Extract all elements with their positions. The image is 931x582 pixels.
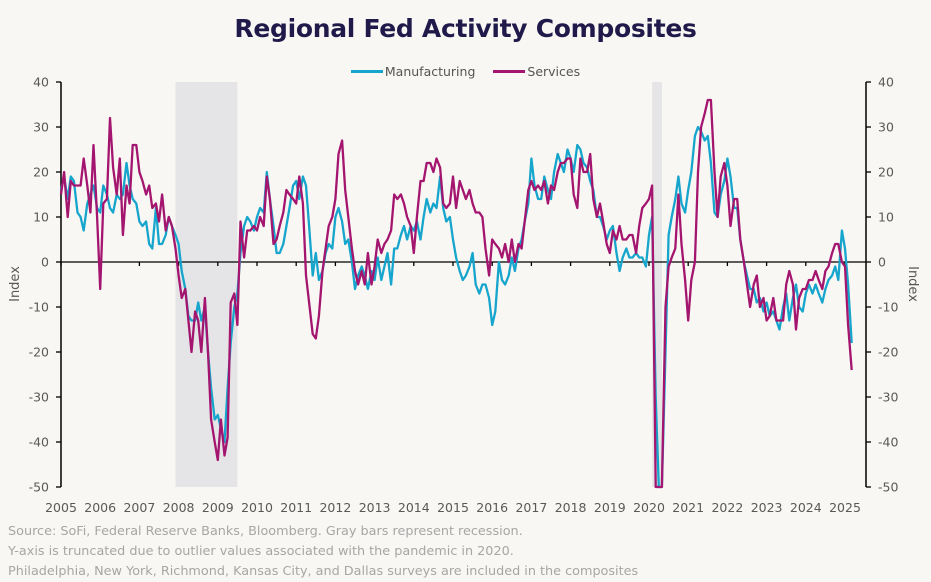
y-tick-label-right: 30 [878,120,894,135]
legend-label-services: Services [527,64,581,79]
legend: Manufacturing Services [0,64,931,79]
y-tick-label-right: 10 [878,210,894,225]
y-tick-label-left: 0 [41,255,49,270]
y-tick-label-right: -10 [878,300,898,315]
y-tick-label-left: -10 [29,300,49,315]
y-tick-label-left: -20 [29,345,49,360]
x-tick-label: 2011 [280,500,312,515]
footnote-source: Source: SoFi, Federal Reserve Banks, Blo… [8,524,523,539]
y-tick-label-right: 40 [878,75,894,90]
footnote-surveys: Philadelphia, New York, Richmond, Kansas… [8,564,639,579]
footnote-truncation: Y-axis is truncated due to outlier value… [8,544,514,559]
x-tick-label: 2015 [437,500,469,515]
y-tick-label-right: -20 [878,345,898,360]
y-axis-title-right: Index [905,266,920,302]
y-tick-label-left: 30 [33,120,49,135]
y-tick-label-left: -30 [29,390,49,405]
x-tick-label: 2016 [476,500,508,515]
y-axis-title-left: Index [8,266,23,302]
series-lines [59,98,853,489]
recession-bars [175,82,662,487]
x-tick-label: 2007 [123,500,155,515]
y-tick-label-right: -30 [878,390,898,405]
y-tick-label-left: -50 [29,480,49,495]
y-tick-label-right: -50 [878,480,898,495]
x-tick-label: 2014 [398,500,430,515]
legend-label-manufacturing: Manufacturing [384,64,476,79]
y-tick-label-left: 10 [33,210,49,225]
x-tick-label: 2006 [84,500,116,515]
x-tick-label: 2025 [829,500,861,515]
y-tick-label-right: 0 [878,255,886,270]
x-tick-label: 2018 [555,500,587,515]
footnotes: Source: SoFi, Federal Reserve Banks, Blo… [8,522,638,582]
x-tick-label: 2017 [515,500,547,515]
x-tick-label: 2019 [594,500,626,515]
x-tick-label: 2009 [202,500,234,515]
y-tick-label-right: 20 [878,165,894,180]
recession-bar-1 [652,82,662,487]
x-tick-label: 2021 [672,500,704,515]
y-tick-label-left: -40 [29,435,49,450]
x-tick-label: 2013 [359,500,391,515]
series-line-services [59,98,853,489]
x-tick-label: 2022 [711,500,743,515]
x-tick-label: 2023 [751,500,783,515]
legend-swatch-manufacturing [350,70,383,73]
chart-title: Regional Fed Activity Composites [234,14,697,43]
legend-item-services: Services [493,64,580,79]
x-tick-label: 2010 [241,500,273,515]
x-tick-label: 2012 [319,500,351,515]
x-tick-label: 2008 [163,500,195,515]
y-tick-label-left: 20 [33,165,49,180]
x-tick-label: 2020 [633,500,665,515]
x-tick-label: 2024 [790,500,822,515]
y-tick-label-right: -40 [878,435,898,450]
legend-item-manufacturing: Manufacturing [350,64,476,79]
y-tick-label-left: 40 [33,75,49,90]
legend-swatch-services [493,70,526,73]
x-tick-label: 2005 [45,500,77,515]
